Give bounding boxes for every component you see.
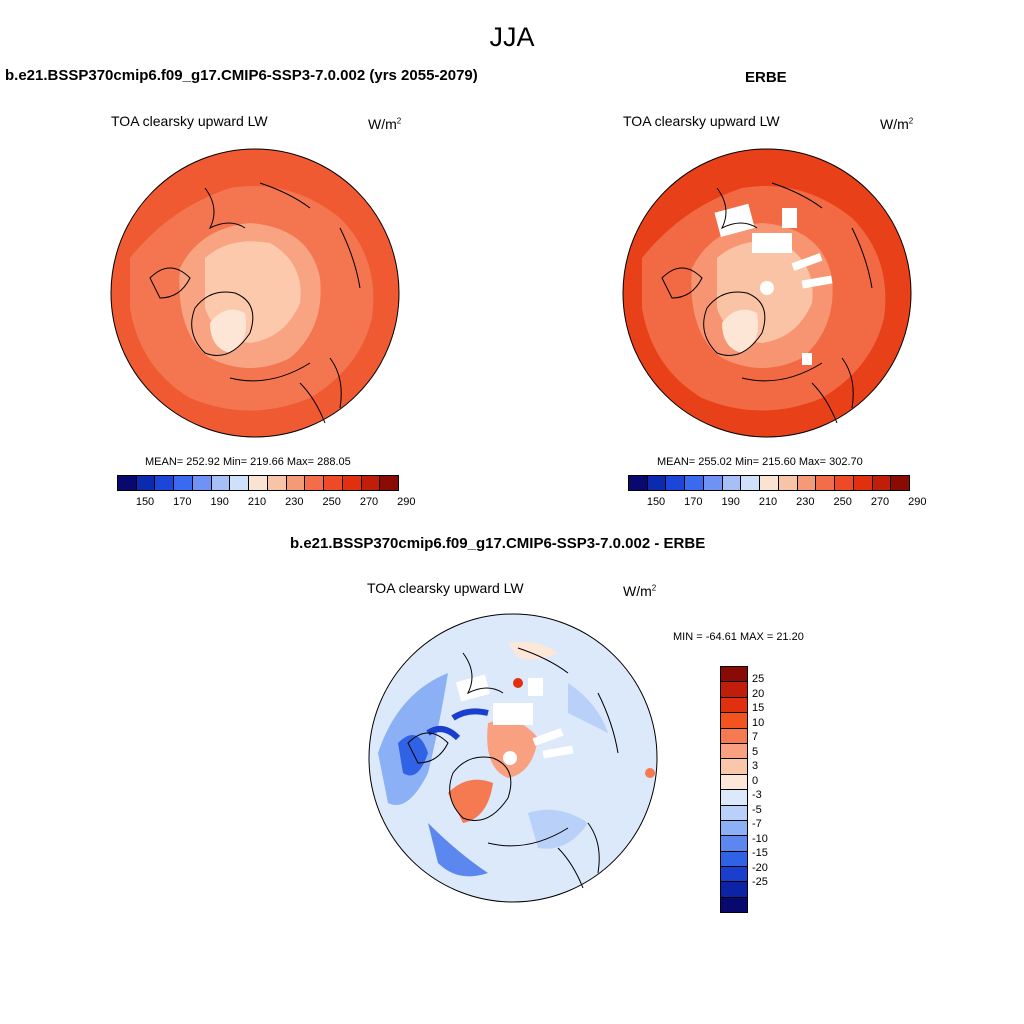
colorbar-tick-label: -7 — [752, 818, 762, 830]
colorbar-segment — [323, 476, 342, 490]
colorbar-tick-label: 210 — [247, 496, 267, 508]
panel1-stats: MEAN= 252.92 Min= 219.66 Max= 288.05 — [145, 456, 351, 468]
panel2-units: W/m2 — [880, 116, 914, 132]
colorbar-segment — [721, 896, 747, 913]
colorbar-segment — [890, 476, 910, 490]
colorbar-tick-label: 150 — [135, 496, 155, 508]
colorbar-segment — [777, 476, 797, 490]
colorbar-segment — [135, 476, 155, 490]
colorbar-segment — [852, 476, 872, 490]
panel3-title: b.e21.BSSP370cmip6.f09_g17.CMIP6-SSP3-7.… — [290, 535, 706, 552]
colorbar-segment — [118, 476, 136, 490]
panel1-polar-map — [110, 148, 400, 438]
colorbar-tick-label: 270 — [870, 496, 890, 508]
colorbar-segment — [304, 476, 324, 490]
colorbar-segment — [266, 476, 286, 490]
colorbar-segment — [721, 727, 747, 743]
panel3-variable: TOA clearsky upward LW — [367, 580, 524, 596]
panel3-colorbar — [720, 666, 748, 914]
colorbar-segment — [229, 476, 249, 490]
colorbar-segment — [871, 476, 891, 490]
colorbar-tick-label: 25 — [752, 673, 765, 685]
colorbar-tick-label: 230 — [285, 496, 304, 508]
colorbar-segment — [721, 681, 747, 697]
season-title: JJA — [489, 22, 535, 52]
colorbar-segment — [285, 476, 305, 490]
colorbar-tick-label: 150 — [646, 496, 666, 508]
colorbar-segment — [796, 476, 816, 490]
colorbar-segment — [173, 476, 192, 490]
colorbar-tick-label: 250 — [833, 496, 852, 508]
colorbar-tick-label: 210 — [758, 496, 778, 508]
colorbar-tick-label: -5 — [752, 803, 762, 816]
colorbar-tick-label: 190 — [210, 496, 229, 508]
colorbar-segment — [721, 758, 747, 774]
colorbar-tick-label: 230 — [796, 496, 815, 508]
panel2-variable: TOA clearsky upward LW — [623, 113, 780, 129]
colorbar-segment — [646, 476, 666, 490]
panel2-polar-map — [622, 148, 912, 438]
colorbar-segment — [721, 789, 747, 805]
colorbar-segment — [248, 476, 267, 490]
colorbar-segment — [702, 476, 722, 490]
colorbar-segment — [684, 476, 703, 490]
panel2-title: ERBE — [745, 69, 787, 86]
colorbar-tick-label: 190 — [721, 496, 740, 508]
colorbar-segment — [379, 476, 399, 490]
colorbar-segment — [210, 476, 230, 490]
colorbar-tick-label: 0 — [752, 774, 759, 787]
colorbar-segment — [759, 476, 778, 490]
colorbar-tick-label: 15 — [752, 702, 765, 714]
colorbar-segment — [721, 742, 747, 759]
panel1-title: b.e21.BSSP370cmip6.f09_g17.CMIP6-SSP3-7.… — [5, 67, 478, 84]
colorbar-tick-label: -10 — [752, 832, 768, 845]
colorbar-tick-label: 270 — [359, 496, 379, 508]
colorbar-segment — [721, 667, 747, 682]
panel1-units: W/m2 — [368, 116, 402, 132]
colorbar-tick-label: 290 — [397, 496, 416, 508]
colorbar-tick-label: 170 — [684, 496, 703, 508]
colorbar-tick-label: -15 — [752, 847, 768, 859]
colorbar-segment — [740, 476, 760, 490]
panel3-units: W/m2 — [623, 583, 657, 599]
panel2-colorbar — [628, 475, 910, 491]
colorbar-segment — [721, 835, 747, 851]
colorbar-tick-label: -20 — [752, 861, 768, 874]
colorbar-segment — [834, 476, 853, 490]
colorbar-segment — [721, 850, 747, 867]
colorbar-tick-label: 250 — [322, 496, 341, 508]
panel2-stats: MEAN= 255.02 Min= 215.60 Max= 302.70 — [657, 456, 863, 468]
colorbar-tick-label: 170 — [173, 496, 192, 508]
colorbar-segment — [629, 476, 647, 490]
panel3-polar-map — [368, 613, 658, 903]
colorbar-segment — [721, 476, 741, 490]
colorbar-segment — [721, 866, 747, 882]
panel3-stats: MIN = -64.61 MAX = 21.20 — [673, 631, 804, 643]
colorbar-tick-label: 7 — [752, 731, 759, 743]
colorbar-tick-label: 3 — [752, 760, 759, 772]
colorbar-segment — [721, 773, 747, 790]
colorbar-segment — [341, 476, 361, 490]
panel1-variable: TOA clearsky upward LW — [111, 113, 268, 129]
colorbar-segment — [665, 476, 685, 490]
colorbar-segment — [721, 881, 747, 897]
colorbar-tick-label: -25 — [752, 876, 768, 888]
panel1-colorbar — [117, 475, 399, 491]
colorbar-segment — [360, 476, 380, 490]
colorbar-segment — [721, 712, 747, 728]
colorbar-segment — [721, 696, 747, 713]
colorbar-tick-label: 20 — [752, 687, 765, 700]
colorbar-segment — [721, 819, 747, 836]
colorbar-segment — [191, 476, 211, 490]
colorbar-segment — [721, 804, 747, 820]
colorbar-tick-label: -3 — [752, 789, 762, 801]
colorbar-segment — [815, 476, 835, 490]
colorbar-tick-label: 290 — [908, 496, 927, 508]
colorbar-segment — [154, 476, 174, 490]
colorbar-tick-label: 5 — [752, 745, 759, 758]
colorbar-tick-label: 10 — [752, 716, 765, 729]
